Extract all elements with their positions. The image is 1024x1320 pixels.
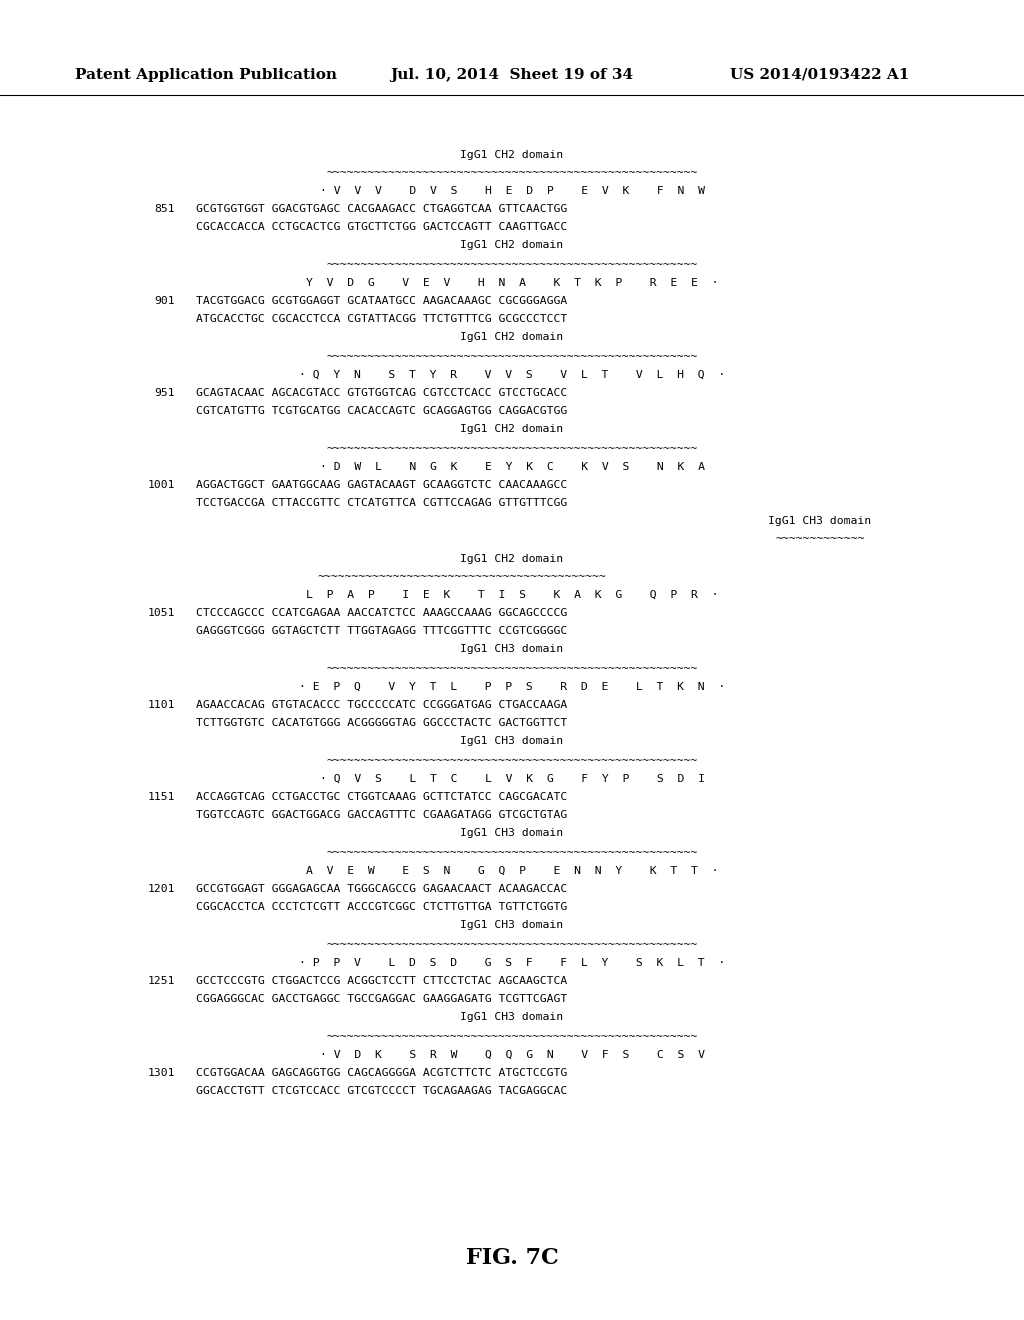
Text: 901: 901 — [155, 296, 175, 306]
Text: · V  V  V    D  V  S    H  E  D  P    E  V  K    F  N  W: · V V V D V S H E D P E V K F N W — [319, 186, 705, 195]
Text: TACGTGGACG GCGTGGAGGT GCATAATGCC AAGACAAAGC CGCGGGAGGA: TACGTGGACG GCGTGGAGGT GCATAATGCC AAGACAA… — [196, 296, 567, 306]
Text: CCGTGGACAA GAGCAGGTGG CAGCAGGGGA ACGTCTTCTC ATGCTCCGTG: CCGTGGACAA GAGCAGGTGG CAGCAGGGGA ACGTCTT… — [196, 1068, 567, 1078]
Text: · Q  V  S    L  T  C    L  V  K  G    F  Y  P    S  D  I: · Q V S L T C L V K G F Y P S D I — [319, 774, 705, 784]
Text: · V  D  K    S  R  W    Q  Q  G  N    V  F  S    C  S  V: · V D K S R W Q Q G N V F S C S V — [319, 1049, 705, 1060]
Text: CGGCACCTCA CCCTCTCGTT ACCCGTCGGC CTCTTGTTGA TGTTCTGGTG: CGGCACCTCA CCCTCTCGTT ACCCGTCGGC CTCTTGT… — [196, 902, 567, 912]
Text: 1251: 1251 — [147, 975, 175, 986]
Text: IgG1 CH2 domain: IgG1 CH2 domain — [461, 150, 563, 160]
Text: IgG1 CH3 domain: IgG1 CH3 domain — [461, 920, 563, 931]
Text: ~~~~~~~~~~~~~~~~~~~~~~~~~~~~~~~~~~~~~~~~~~~~~~~~~~~~~~: ~~~~~~~~~~~~~~~~~~~~~~~~~~~~~~~~~~~~~~~~… — [327, 664, 697, 675]
Text: · Q  Y  N    S  T  Y  R    V  V  S    V  L  T    V  L  H  Q  ·: · Q Y N S T Y R V V S V L T V L H Q · — [299, 370, 725, 380]
Text: ACCAGGTCAG CCTGACCTGC CTGGTCAAAG GCTTCTATCC CAGCGACATC: ACCAGGTCAG CCTGACCTGC CTGGTCAAAG GCTTCTA… — [196, 792, 567, 803]
Text: Jul. 10, 2014  Sheet 19 of 34: Jul. 10, 2014 Sheet 19 of 34 — [390, 69, 633, 82]
Text: 1301: 1301 — [147, 1068, 175, 1078]
Text: AGAACCACAG GTGTACACCC TGCCCCCATC CCGGGATGAG CTGACCAAGA: AGAACCACAG GTGTACACCC TGCCCCCATC CCGGGAT… — [196, 700, 567, 710]
Text: GGCACCTGTT CTCGTCCACC GTCGTCCCCT TGCAGAAGAG TACGAGGCAC: GGCACCTGTT CTCGTCCACC GTCGTCCCCT TGCAGAA… — [196, 1086, 567, 1096]
Text: CTCCCAGCCC CCATCGAGAA AACCATCTCC AAAGCCAAAG GGCAGCCCCG: CTCCCAGCCC CCATCGAGAA AACCATCTCC AAAGCCA… — [196, 609, 567, 618]
Text: GCCGTGGAGT GGGAGAGCAA TGGGCAGCCG GAGAACAACT ACAAGACCAC: GCCGTGGAGT GGGAGAGCAA TGGGCAGCCG GAGAACA… — [196, 884, 567, 894]
Text: ~~~~~~~~~~~~~~~~~~~~~~~~~~~~~~~~~~~~~~~~~~~~~~~~~~~~~~: ~~~~~~~~~~~~~~~~~~~~~~~~~~~~~~~~~~~~~~~~… — [327, 168, 697, 178]
Text: ATGCACCTGC CGCACCTCCA CGTATTACGG TTCTGTTTCG GCGCCCTCCT: ATGCACCTGC CGCACCTCCA CGTATTACGG TTCTGTT… — [196, 314, 567, 323]
Text: 1201: 1201 — [147, 884, 175, 894]
Text: ~~~~~~~~~~~~~~~~~~~~~~~~~~~~~~~~~~~~~~~~~~~~~~~~~~~~~~: ~~~~~~~~~~~~~~~~~~~~~~~~~~~~~~~~~~~~~~~~… — [327, 444, 697, 454]
Text: CGCACCACCA CCTGCACTCG GTGCTTCTGG GACTCCAGTT CAAGTTGACC: CGCACCACCA CCTGCACTCG GTGCTTCTGG GACTCCA… — [196, 222, 567, 232]
Text: CGTCATGTTG TCGTGCATGG CACACCAGTC GCAGGAGTGG CAGGACGTGG: CGTCATGTTG TCGTGCATGG CACACCAGTC GCAGGAG… — [196, 407, 567, 416]
Text: IgG1 CH3 domain: IgG1 CH3 domain — [461, 737, 563, 746]
Text: IgG1 CH3 domain: IgG1 CH3 domain — [461, 828, 563, 838]
Text: ~~~~~~~~~~~~~~~~~~~~~~~~~~~~~~~~~~~~~~~~~~~~~~~~~~~~~~: ~~~~~~~~~~~~~~~~~~~~~~~~~~~~~~~~~~~~~~~~… — [327, 260, 697, 271]
Text: ~~~~~~~~~~~~~~~~~~~~~~~~~~~~~~~~~~~~~~~~~~~~~~~~~~~~~~: ~~~~~~~~~~~~~~~~~~~~~~~~~~~~~~~~~~~~~~~~… — [327, 352, 697, 362]
Text: Patent Application Publication: Patent Application Publication — [75, 69, 337, 82]
Text: ~~~~~~~~~~~~~~~~~~~~~~~~~~~~~~~~~~~~~~~~~~~~~~~~~~~~~~: ~~~~~~~~~~~~~~~~~~~~~~~~~~~~~~~~~~~~~~~~… — [327, 1032, 697, 1041]
Text: · D  W  L    N  G  K    E  Y  K  C    K  V  S    N  K  A: · D W L N G K E Y K C K V S N K A — [319, 462, 705, 473]
Text: GCGTGGTGGT GGACGTGAGC CACGAAGACC CTGAGGTCAA GTTCAACTGG: GCGTGGTGGT GGACGTGAGC CACGAAGACC CTGAGGT… — [196, 205, 567, 214]
Text: IgG1 CH3 domain: IgG1 CH3 domain — [461, 644, 563, 653]
Text: US 2014/0193422 A1: US 2014/0193422 A1 — [730, 69, 909, 82]
Text: IgG1 CH2 domain: IgG1 CH2 domain — [461, 424, 563, 434]
Text: 1101: 1101 — [147, 700, 175, 710]
Text: Y  V  D  G    V  E  V    H  N  A    K  T  K  P    R  E  E  ·: Y V D G V E V H N A K T K P R E E · — [306, 279, 718, 288]
Text: L  P  A  P    I  E  K    T  I  S    K  A  K  G    Q  P  R  ·: L P A P I E K T I S K A K G Q P R · — [306, 590, 718, 601]
Text: FIG. 7C: FIG. 7C — [466, 1247, 558, 1269]
Text: 1051: 1051 — [147, 609, 175, 618]
Text: AGGACTGGCT GAATGGCAAG GAGTACAAGT GCAAGGTCTC CAACAAAGCC: AGGACTGGCT GAATGGCAAG GAGTACAAGT GCAAGGT… — [196, 480, 567, 490]
Text: A  V  E  W    E  S  N    G  Q  P    E  N  N  Y    K  T  T  ·: A V E W E S N G Q P E N N Y K T T · — [306, 866, 718, 876]
Text: TCCTGACCGA CTTACCGTTC CTCATGTTCA CGTTCCAGAG GTTGTTTCGG: TCCTGACCGA CTTACCGTTC CTCATGTTCA CGTTCCA… — [196, 498, 567, 508]
Text: · P  P  V    L  D  S  D    G  S  F    F  L  Y    S  K  L  T  ·: · P P V L D S D G S F F L Y S K L T · — [299, 958, 725, 968]
Text: IgG1 CH3 domain: IgG1 CH3 domain — [461, 1012, 563, 1022]
Text: CGGAGGGCAC GACCTGAGGC TGCCGAGGAC GAAGGAGATG TCGTTCGAGT: CGGAGGGCAC GACCTGAGGC TGCCGAGGAC GAAGGAG… — [196, 994, 567, 1005]
Text: 1151: 1151 — [147, 792, 175, 803]
Text: ~~~~~~~~~~~~~~~~~~~~~~~~~~~~~~~~~~~~~~~~~~~~~~~~~~~~~~: ~~~~~~~~~~~~~~~~~~~~~~~~~~~~~~~~~~~~~~~~… — [327, 940, 697, 950]
Text: IgG1 CH2 domain: IgG1 CH2 domain — [461, 240, 563, 249]
Text: ~~~~~~~~~~~~~~~~~~~~~~~~~~~~~~~~~~~~~~~~~~~~~~~~~~~~~~: ~~~~~~~~~~~~~~~~~~~~~~~~~~~~~~~~~~~~~~~~… — [327, 847, 697, 858]
Text: IgG1 CH2 domain: IgG1 CH2 domain — [461, 554, 563, 564]
Text: GCAGTACAAC AGCACGTACC GTGTGGTCAG CGTCCTCACC GTCCTGCACC: GCAGTACAAC AGCACGTACC GTGTGGTCAG CGTCCTC… — [196, 388, 567, 399]
Text: IgG1 CH3 domain: IgG1 CH3 domain — [768, 516, 871, 525]
Text: GCCTCCCGTG CTGGACTCCG ACGGCTCCTT CTTCCTCTAC AGCAAGCTCA: GCCTCCCGTG CTGGACTCCG ACGGCTCCTT CTTCCTC… — [196, 975, 567, 986]
Text: ~~~~~~~~~~~~~~~~~~~~~~~~~~~~~~~~~~~~~~~~~~: ~~~~~~~~~~~~~~~~~~~~~~~~~~~~~~~~~~~~~~~~… — [317, 572, 606, 582]
Text: 851: 851 — [155, 205, 175, 214]
Text: TCTTGGTGTC CACATGTGGG ACGGGGGTAG GGCCCTACTC GACTGGTTCT: TCTTGGTGTC CACATGTGGG ACGGGGGTAG GGCCCTA… — [196, 718, 567, 729]
Text: · E  P  Q    V  Y  T  L    P  P  S    R  D  E    L  T  K  N  ·: · E P Q V Y T L P P S R D E L T K N · — [299, 682, 725, 692]
Text: ~~~~~~~~~~~~~: ~~~~~~~~~~~~~ — [775, 535, 864, 544]
Text: TGGTCCAGTC GGACTGGACG GACCAGTTTC CGAAGATAGG GTCGCTGTAG: TGGTCCAGTC GGACTGGACG GACCAGTTTC CGAAGAT… — [196, 810, 567, 820]
Text: 951: 951 — [155, 388, 175, 399]
Text: ~~~~~~~~~~~~~~~~~~~~~~~~~~~~~~~~~~~~~~~~~~~~~~~~~~~~~~: ~~~~~~~~~~~~~~~~~~~~~~~~~~~~~~~~~~~~~~~~… — [327, 756, 697, 766]
Text: IgG1 CH2 domain: IgG1 CH2 domain — [461, 333, 563, 342]
Text: GAGGGTCGGG GGTAGCTCTT TTGGTAGAGG TTTCGGTTTC CCGTCGGGGC: GAGGGTCGGG GGTAGCTCTT TTGGTAGAGG TTTCGGT… — [196, 626, 567, 636]
Text: 1001: 1001 — [147, 480, 175, 490]
